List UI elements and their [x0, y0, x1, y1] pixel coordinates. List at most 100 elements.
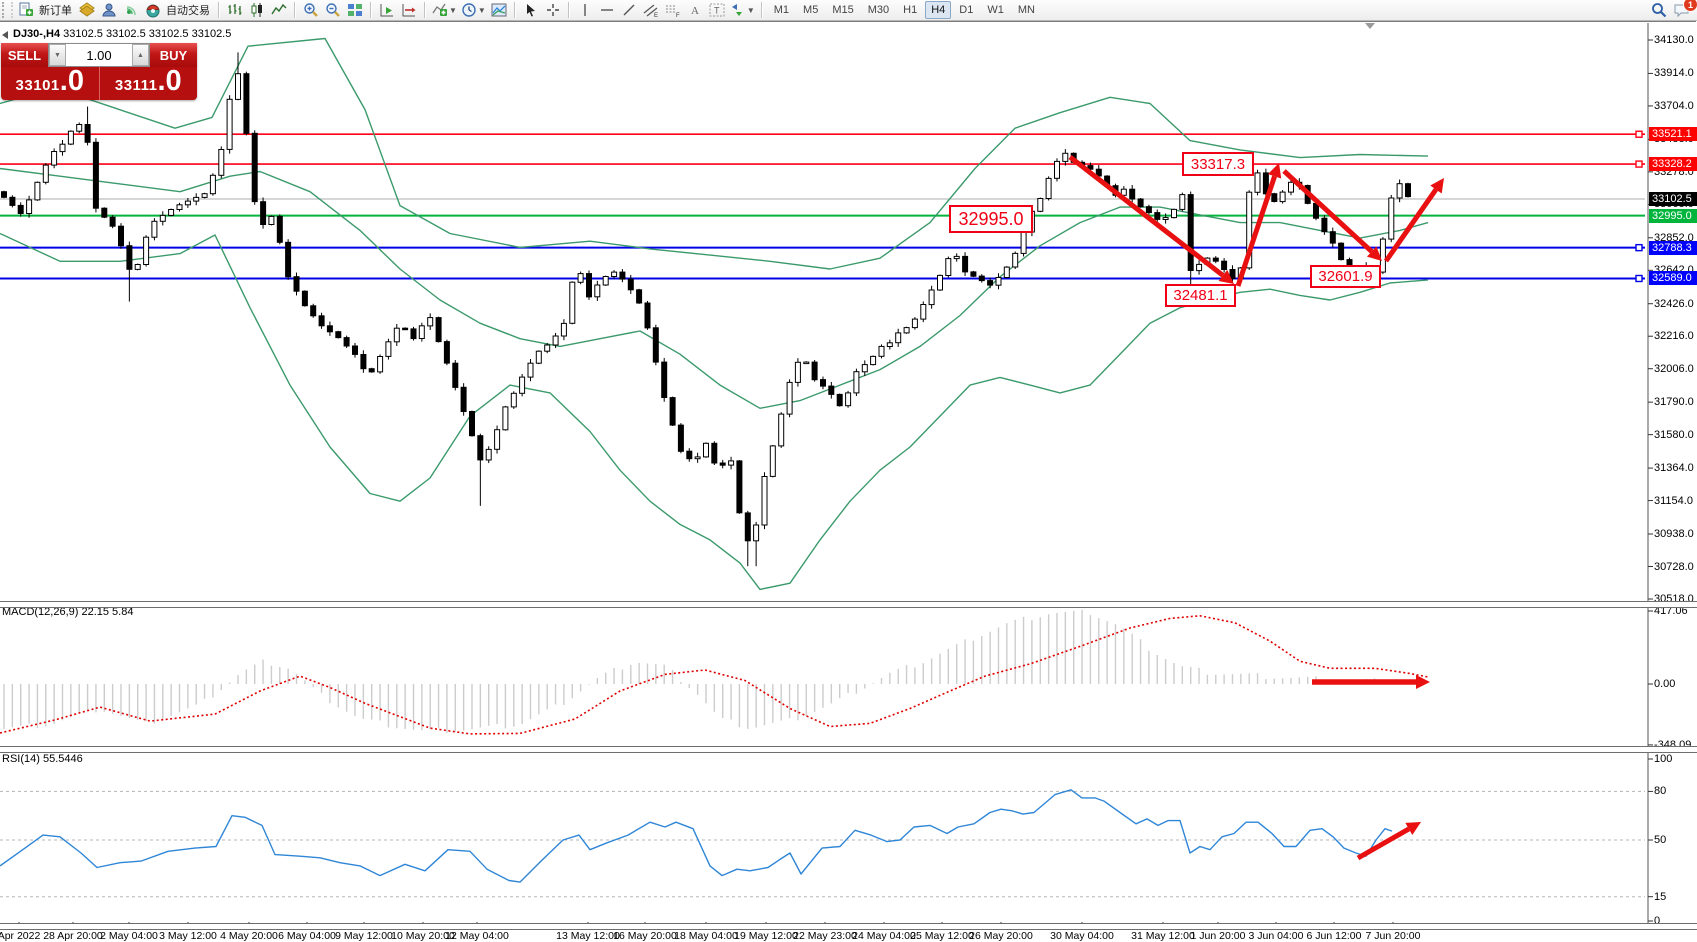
time-axis-label: 16 May 20:00	[613, 930, 677, 942]
autoscroll-icon	[380, 4, 393, 17]
chart-autoscroll-button[interactable]	[377, 1, 397, 19]
collapse-panel-icon[interactable]	[2, 31, 8, 39]
zoom-in-button[interactable]	[301, 1, 321, 19]
signals-button[interactable]	[121, 1, 141, 19]
timeframe-button-m30[interactable]: M30	[867, 4, 890, 16]
price-axis-tick: 30938.0	[1654, 528, 1694, 540]
candle-chart-mode-button[interactable]	[247, 1, 267, 19]
timeframe-toolbar: M1 M5 M15 M30 H1 H4 D1 W1 MN	[767, 1, 1042, 19]
profile-button[interactable]	[99, 1, 119, 19]
price-level-badge: 33521.1	[1649, 127, 1697, 142]
toolbar-grip[interactable]	[2, 2, 13, 18]
channel-tool-button[interactable]: E	[641, 1, 661, 19]
notification-count-badge: 1	[1683, 0, 1697, 12]
auto-trade-icon	[146, 4, 160, 18]
vertical-line-icon	[584, 4, 586, 16]
timeframe-button-m15[interactable]: M15	[832, 4, 854, 16]
zoom-out-button[interactable]	[323, 1, 343, 19]
price-annotation-label[interactable]: 33317.3	[1182, 152, 1254, 176]
price-axis-tick: 31154.0	[1654, 494, 1693, 507]
bid-price-pips: .0	[59, 65, 84, 97]
time-axis-label: 3 May 12:00	[159, 930, 217, 942]
time-axis-label: 9 May 12:00	[335, 930, 393, 942]
cursor-icon	[526, 4, 535, 17]
price-axis-tick: 32426.0	[1654, 297, 1694, 310]
price-annotation-label[interactable]: 32995.0	[949, 205, 1033, 233]
time-axis-label: 24 May 04:00	[852, 930, 916, 942]
price-axis-tick: 33914.0	[1654, 67, 1694, 80]
cursor-tool-button[interactable]	[521, 1, 541, 19]
timeframe-button-mn[interactable]: MN	[1017, 4, 1035, 16]
bar-chart-mode-button[interactable]	[225, 1, 245, 19]
search-button[interactable]	[1649, 1, 1669, 19]
price-level-badge: 33328.2	[1649, 157, 1697, 172]
candlestick-icon	[251, 3, 262, 17]
time-axis-label: 3 Jun 04:00	[1248, 930, 1304, 942]
market-watch-button[interactable]	[77, 1, 97, 19]
time-axis-label: 19 May 12:00	[734, 930, 798, 942]
new-order-label[interactable]: 新订单	[39, 5, 72, 17]
channel-icon: E	[643, 4, 658, 18]
text-tool-button[interactable]: A	[685, 1, 705, 19]
chart-shift-marker[interactable]	[1365, 23, 1375, 29]
toolbar-separator	[218, 2, 220, 18]
rsi-axis-tick: 100	[1654, 753, 1673, 765]
trendline-tool-button[interactable]	[619, 1, 639, 19]
panel-separator[interactable]	[0, 923, 1697, 930]
horizontal-line-tool-button[interactable]	[597, 1, 617, 19]
sell-button[interactable]: SELL	[1, 43, 48, 67]
price-annotation-label[interactable]: 32601.9	[1310, 265, 1381, 288]
ask-price[interactable]: 33111.0	[98, 67, 198, 100]
time-axis-label: 6 Jun 12:00	[1306, 930, 1362, 942]
chart-canvas[interactable]	[0, 22, 1697, 942]
line-chart-icon	[271, 3, 287, 15]
arrows-tool-button[interactable]: ▼	[729, 1, 756, 19]
line-chart-mode-button[interactable]	[269, 1, 289, 19]
time-axis-label: 4 May 20:00	[220, 930, 278, 942]
label-tool-button[interactable]: T	[707, 1, 727, 19]
price-annotation-label[interactable]: 32481.1	[1165, 284, 1236, 307]
volume-value[interactable]: 1.00	[86, 47, 112, 63]
panel-separator[interactable]	[0, 746, 1697, 753]
chevron-down-icon: ▼	[449, 5, 457, 15]
panel-separator[interactable]	[0, 601, 1697, 608]
new-order-icon	[19, 2, 33, 16]
add-indicator-button[interactable]: ▼	[431, 1, 458, 19]
svg-text:F: F	[676, 13, 680, 18]
timeframe-button-h1[interactable]: H1	[903, 4, 918, 16]
rsi-axis-tick: 15	[1654, 890, 1667, 903]
price-axis-tick: 34130.0	[1654, 34, 1694, 46]
time-axis-label: 7 Jun 20:00	[1365, 930, 1421, 942]
bid-price[interactable]: 33101.0	[1, 67, 99, 100]
crosshair-tool-button[interactable]	[543, 1, 563, 19]
volume-increase-button[interactable]: ▲	[132, 44, 149, 66]
tile-windows-button[interactable]	[345, 1, 365, 19]
search-icon	[1652, 3, 1667, 18]
volume-decrease-button[interactable]: ▼	[49, 44, 66, 66]
auto-trade-label[interactable]: 自动交易	[166, 5, 210, 17]
price-level-badge: 32589.0	[1649, 271, 1697, 286]
buy-button[interactable]: BUY	[150, 43, 197, 67]
timeframe-button-m1[interactable]: M1	[773, 4, 790, 16]
vertical-line-tool-button[interactable]	[575, 1, 595, 19]
auto-trade-button[interactable]	[143, 1, 163, 19]
period-button[interactable]: ▼	[460, 1, 487, 19]
timeframe-button-d1[interactable]: D1	[959, 4, 974, 16]
chart-shift-icon	[402, 4, 416, 17]
volume-control: ▼ 1.00 ▲	[48, 43, 150, 67]
toolbar-separator	[370, 2, 372, 18]
timeframe-button-m5[interactable]: M5	[803, 4, 819, 16]
rsi-axis-tick: 0	[1654, 915, 1661, 927]
template-button[interactable]	[489, 1, 509, 19]
notifications-button[interactable]: 1	[1671, 0, 1697, 19]
zoom-out-icon	[326, 3, 340, 17]
chart-shift-button[interactable]	[399, 1, 419, 19]
time-axis-label: 25 May 12:00	[910, 930, 974, 942]
timeframe-button-w1[interactable]: W1	[987, 4, 1004, 16]
new-order-button[interactable]	[16, 1, 36, 19]
fibonacci-tool-button[interactable]: F	[663, 1, 683, 19]
fibonacci-icon: F	[665, 5, 680, 18]
time-axis-label: 13 May 12:00	[556, 930, 620, 942]
timeframe-button-h4[interactable]: H4	[925, 1, 952, 19]
